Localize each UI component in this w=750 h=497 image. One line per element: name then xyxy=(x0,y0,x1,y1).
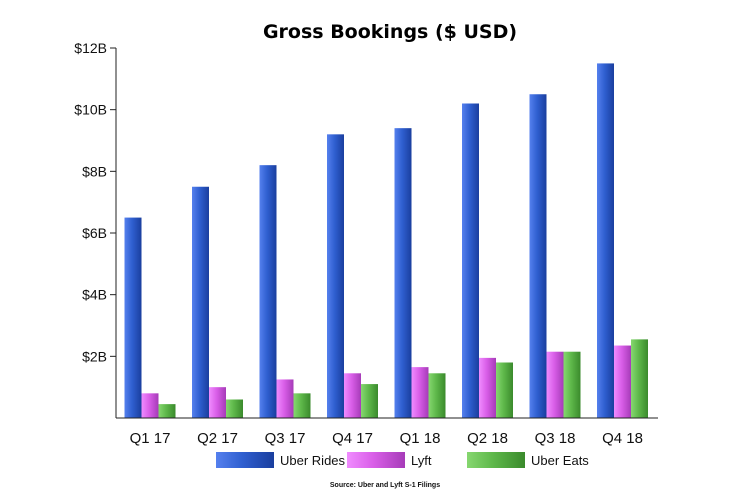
bar-uber-rides xyxy=(462,103,479,418)
bar-lyft xyxy=(209,387,226,418)
bar-lyft xyxy=(411,367,429,418)
bar-lyft xyxy=(614,345,631,418)
bar-lyft xyxy=(546,351,564,418)
legend-label-uber-rides: Uber Rides xyxy=(280,453,346,468)
source-note: Source: Uber and Lyft S-1 Filings xyxy=(330,482,440,489)
y-tick-label: $2B xyxy=(82,348,107,364)
chart-title: Gross Bookings ($ USD) xyxy=(263,21,517,43)
x-tick-label: Q1 18 xyxy=(400,430,441,447)
x-tick-label: Q3 18 xyxy=(535,430,576,447)
bar-uber-rides xyxy=(394,128,412,418)
legend-label-lyft: Lyft xyxy=(411,453,432,468)
bars xyxy=(124,63,648,419)
bar-uber-rides xyxy=(327,134,344,419)
legend: Uber Rides Lyft Uber Eats xyxy=(216,452,589,468)
bar-lyft xyxy=(344,373,361,418)
bar-uber-rides xyxy=(192,186,209,418)
x-tick-label: Q2 17 xyxy=(197,430,238,447)
bar-uber-eats xyxy=(428,373,446,418)
bar-uber-rides xyxy=(529,94,547,418)
y-tick-label: $6B xyxy=(82,225,107,241)
x-axis: Q1 17 Q2 17 Q3 17 Q4 17 Q1 18 Q2 18 Q3 18 Q4 18 xyxy=(130,430,643,447)
x-tick-label: Q2 18 xyxy=(467,430,508,447)
y-tick-label: $8B xyxy=(82,163,107,179)
y-tick-label: $10B xyxy=(74,102,107,118)
legend-swatch-uber-eats xyxy=(467,452,525,468)
x-tick-label: Q1 17 xyxy=(130,430,171,447)
legend-swatch-uber-rides xyxy=(216,452,274,468)
y-tick-label: $12B xyxy=(74,40,107,56)
x-tick-label: Q3 17 xyxy=(265,430,306,447)
bar-uber-eats xyxy=(563,351,581,418)
bar-uber-rides xyxy=(124,217,142,418)
x-tick-label: Q4 17 xyxy=(332,430,373,447)
bar-uber-eats xyxy=(361,384,378,418)
x-tick-label: Q4 18 xyxy=(602,430,643,447)
bar-lyft xyxy=(276,379,294,418)
bar-uber-eats xyxy=(496,362,513,418)
bar-uber-eats xyxy=(293,393,311,418)
bar-uber-eats xyxy=(226,399,243,418)
bar-uber-rides xyxy=(259,165,277,418)
bar-uber-eats xyxy=(158,404,176,418)
bar-uber-rides xyxy=(597,63,614,419)
legend-swatch-lyft xyxy=(347,452,405,468)
y-axis: $12B $10B $8B $6B $4B $2B xyxy=(74,40,116,364)
y-tick-label: $4B xyxy=(82,287,107,303)
bar-lyft xyxy=(141,393,159,418)
bar-lyft xyxy=(479,357,496,418)
legend-label-uber-eats: Uber Eats xyxy=(531,453,589,468)
bar-uber-eats xyxy=(631,339,648,418)
